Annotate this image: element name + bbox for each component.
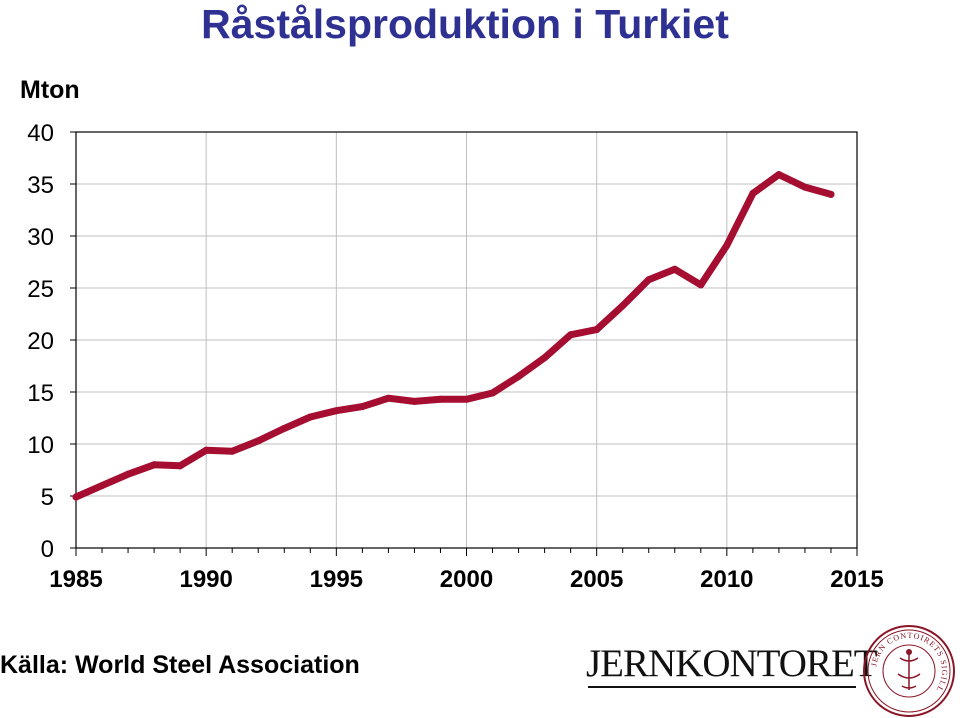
data-point	[228, 447, 236, 455]
y-tick-label: 5	[41, 484, 54, 511]
x-tick-label: 2000	[440, 566, 493, 593]
chart-title: Råstålsproduktion i Turkiet	[201, 1, 729, 47]
y-tick-label: 15	[27, 380, 54, 407]
y-tick-label: 20	[27, 328, 54, 355]
data-point	[254, 437, 262, 445]
source-note: Källa: World Steel Association	[0, 651, 360, 679]
data-point	[567, 331, 575, 339]
data-point	[775, 171, 783, 179]
x-tick-label: 2015	[830, 566, 883, 593]
x-tick-label: 2005	[570, 566, 623, 593]
data-point	[801, 183, 809, 191]
tick-labels: 0 5 10 15 20 25 30 35 40 1985 1990 1995 2000 2005 2010…	[27, 120, 883, 593]
y-tick-label: 25	[27, 276, 54, 303]
y-tick-label: 0	[41, 536, 54, 563]
axes	[70, 131, 858, 556]
data-point	[124, 470, 132, 478]
data-point	[697, 281, 705, 289]
data-point	[489, 389, 497, 397]
y-tick-label: 40	[27, 120, 54, 147]
data-point	[358, 403, 366, 411]
data-point	[463, 395, 470, 403]
grid	[76, 131, 858, 548]
data-point	[332, 407, 340, 415]
x-tick-label: 1990	[179, 566, 232, 593]
data-point	[410, 397, 418, 405]
y-tick-label: 10	[27, 432, 54, 459]
data-point	[827, 190, 835, 198]
data-point	[384, 394, 392, 402]
logo-underline	[588, 686, 856, 688]
x-tick-label: 2010	[700, 566, 753, 593]
data-point	[671, 265, 679, 273]
data-point	[72, 493, 80, 501]
data-point	[723, 241, 731, 249]
x-tick-label: 1985	[49, 566, 102, 593]
data-point	[98, 482, 106, 490]
x-tick-label: 1995	[310, 566, 363, 593]
data-point	[436, 395, 444, 403]
data-point	[176, 462, 184, 470]
data-point	[541, 354, 549, 362]
y-axis-label: Mton	[20, 76, 80, 104]
data-point	[306, 413, 314, 421]
data-point	[202, 446, 210, 454]
seal-icon: JERN CONTOIRETS SIGILL	[863, 625, 955, 717]
plot-frame	[75, 131, 858, 549]
data-point	[645, 276, 653, 284]
data-point	[619, 302, 627, 310]
data-point	[515, 372, 523, 380]
series-layer	[72, 171, 835, 501]
series-line	[72, 171, 835, 501]
y-tick-label: 35	[27, 172, 54, 199]
data-point	[749, 189, 757, 197]
data-point	[280, 424, 288, 432]
data-point	[593, 326, 601, 334]
jernkontoret-logo: JERNKONTORET	[586, 642, 878, 685]
y-tick-label: 30	[27, 224, 54, 251]
data-point	[150, 461, 158, 469]
